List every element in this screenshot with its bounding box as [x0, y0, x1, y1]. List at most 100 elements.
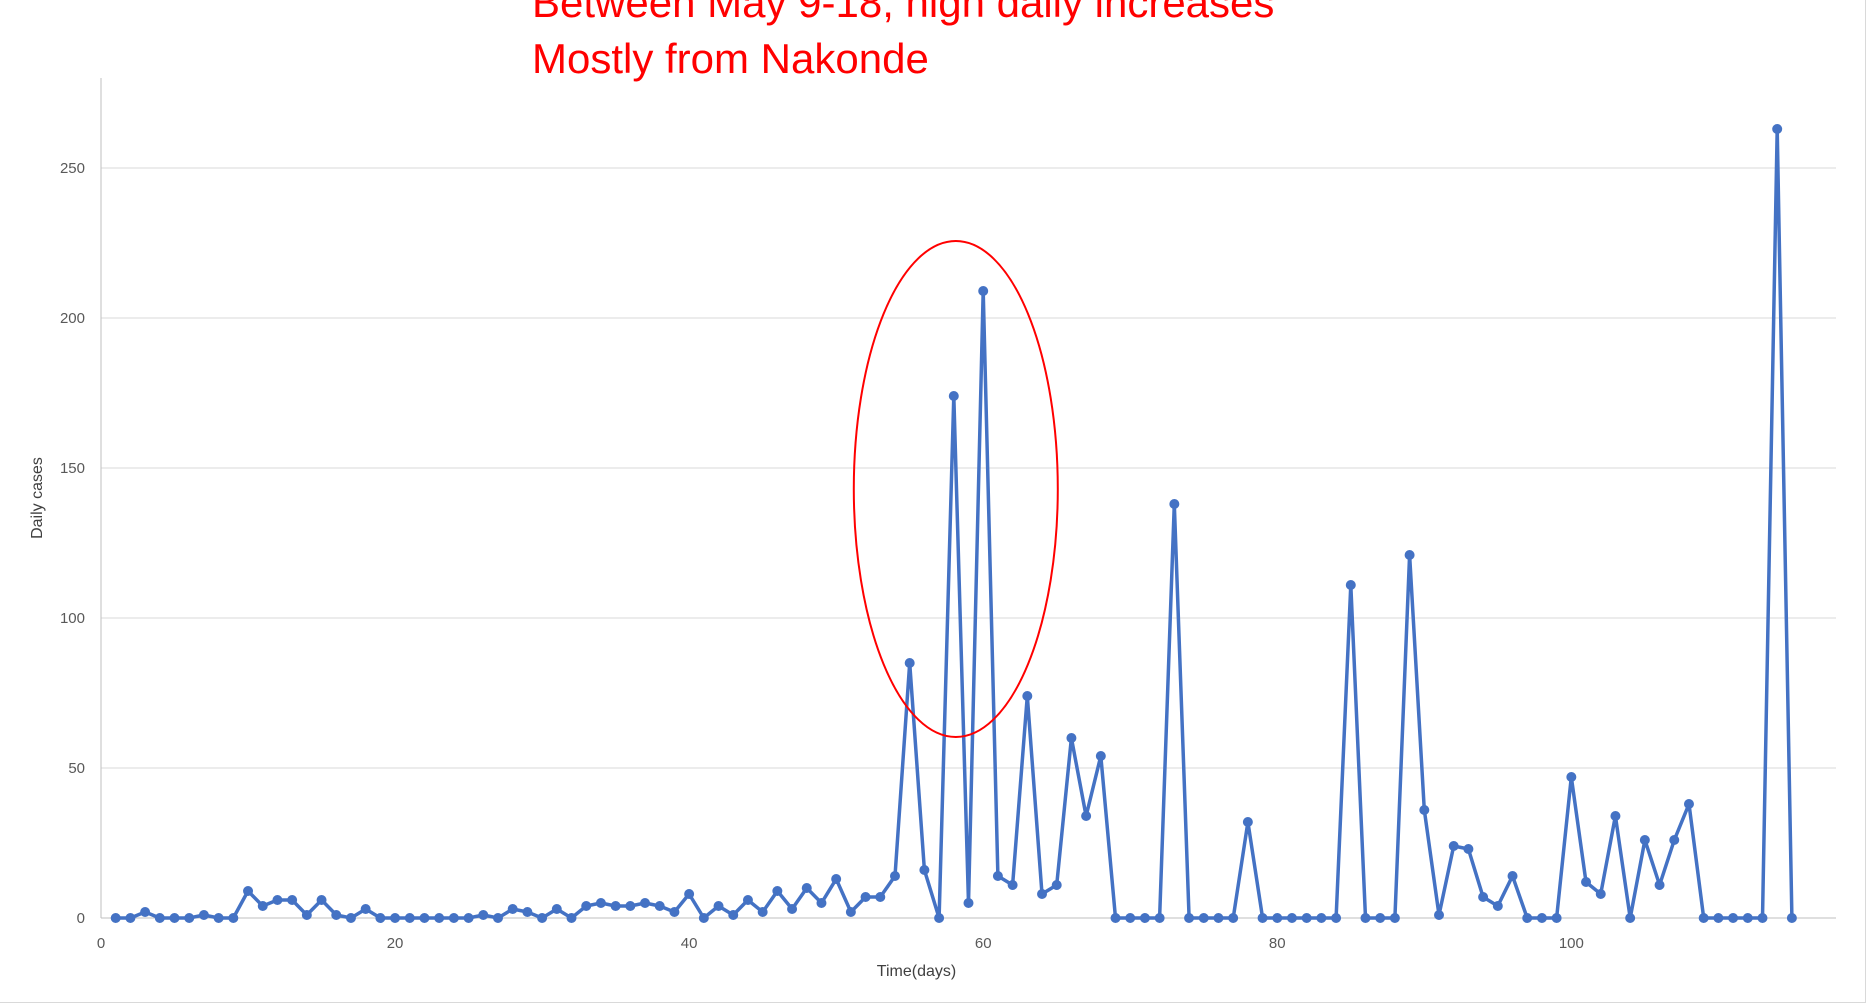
x-tick-label-80: 80	[1269, 935, 1286, 952]
data-point	[1389, 913, 1400, 923]
data-point	[1007, 880, 1018, 890]
data-point	[1625, 913, 1636, 923]
data-point	[1757, 913, 1768, 923]
series-daily-cases	[110, 124, 1797, 923]
annotation-line-2: Mostly from Nakonde	[532, 35, 929, 82]
axes	[100, 78, 1836, 919]
data-point	[1713, 913, 1724, 923]
data-point	[1581, 877, 1592, 887]
data-point	[978, 286, 989, 296]
data-point	[1772, 124, 1783, 134]
data-point	[1639, 835, 1650, 845]
data-point	[713, 901, 724, 911]
data-point	[1198, 913, 1209, 923]
x-tick-label-100: 100	[1559, 935, 1584, 952]
data-point	[257, 901, 268, 911]
data-point	[1242, 817, 1253, 827]
data-point	[1257, 913, 1268, 923]
data-point	[1051, 880, 1062, 890]
data-point	[1110, 913, 1121, 923]
data-point	[816, 898, 827, 908]
data-point	[1698, 913, 1709, 923]
data-point	[331, 910, 342, 920]
data-point	[684, 889, 695, 899]
data-point	[1125, 913, 1136, 923]
data-point	[845, 907, 856, 917]
data-point	[345, 913, 356, 923]
data-point	[184, 913, 195, 923]
data-point	[154, 913, 165, 923]
data-point	[1331, 913, 1342, 923]
data-point	[1434, 910, 1445, 920]
data-point	[287, 895, 298, 905]
data-point	[404, 913, 415, 923]
data-point	[1404, 550, 1415, 560]
data-point	[1360, 913, 1371, 923]
data-point	[919, 865, 930, 875]
data-point	[492, 913, 503, 923]
data-point	[772, 886, 783, 896]
data-point	[625, 901, 636, 911]
data-point	[1566, 772, 1577, 782]
x-tick-label-0: 0	[97, 935, 105, 952]
y-tick-label-50: 50	[68, 760, 85, 777]
data-point	[1654, 880, 1665, 890]
data-point	[243, 886, 254, 896]
data-point	[1066, 733, 1077, 743]
data-point	[1478, 892, 1489, 902]
data-point	[742, 895, 753, 905]
data-point	[889, 871, 900, 881]
data-point	[551, 904, 562, 914]
data-point	[566, 913, 577, 923]
data-point	[1184, 913, 1195, 923]
data-point	[992, 871, 1003, 881]
annotation-line-1: Between May 9-18, high daily increases	[532, 0, 1275, 26]
data-point	[140, 907, 151, 917]
data-point	[1037, 889, 1048, 899]
data-point	[1154, 913, 1165, 923]
data-point	[1375, 913, 1386, 923]
data-point	[875, 892, 886, 902]
x-tick-labels: 0 20 40 60 80 100	[97, 935, 1584, 952]
data-point	[904, 658, 915, 668]
data-point	[1522, 913, 1533, 923]
data-point	[1022, 691, 1033, 701]
data-point	[463, 913, 474, 923]
data-point	[1095, 751, 1106, 761]
data-point	[698, 913, 709, 923]
highlight-ellipse	[852, 240, 1059, 738]
data-point	[522, 907, 533, 917]
data-point	[434, 913, 445, 923]
data-point	[1448, 841, 1459, 851]
data-point	[1213, 913, 1224, 923]
data-point	[581, 901, 592, 911]
x-tick-label-60: 60	[975, 935, 992, 952]
y-tick-labels: 0 50 100 150 200 250	[60, 160, 85, 927]
data-point	[1683, 799, 1694, 809]
data-point	[860, 892, 871, 902]
data-point	[948, 391, 959, 401]
data-point	[654, 901, 665, 911]
data-point	[1169, 499, 1180, 509]
data-point	[301, 910, 312, 920]
data-point	[213, 913, 224, 923]
data-point	[316, 895, 327, 905]
data-point	[787, 904, 798, 914]
data-point	[360, 904, 371, 914]
data-point	[1742, 913, 1753, 923]
y-axis-label: Daily cases	[29, 457, 46, 539]
data-point	[1345, 580, 1356, 590]
series-line	[115, 127, 1794, 920]
y-tick-label-0: 0	[77, 910, 85, 927]
data-point	[801, 883, 812, 893]
data-point	[1463, 844, 1474, 854]
data-point	[537, 913, 548, 923]
data-point	[169, 913, 180, 923]
y-tick-label-250: 250	[60, 160, 85, 177]
data-point	[478, 910, 489, 920]
data-point	[1228, 913, 1239, 923]
data-point	[640, 898, 651, 908]
data-point	[110, 913, 121, 923]
